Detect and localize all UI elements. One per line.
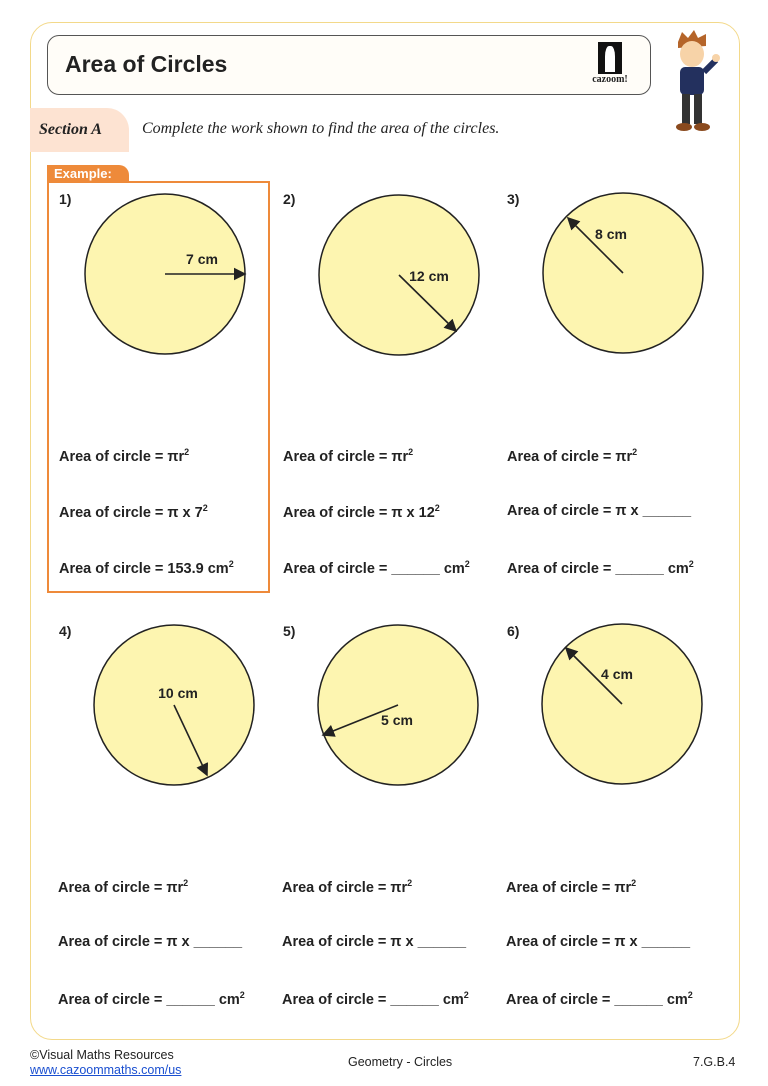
problem-number: 3): [507, 191, 520, 207]
formula-text: Area of circle = πr: [506, 879, 632, 896]
cartoon-boy-icon: [676, 30, 720, 131]
formula-text: Area of circle = ______ cm: [506, 991, 688, 1008]
radius-label: 12 cm: [409, 268, 449, 284]
exponent: 2: [464, 559, 470, 569]
exponent: 2: [183, 878, 189, 888]
exponent: 2: [687, 990, 693, 1000]
formula-text: Area of circle = πr: [507, 448, 633, 465]
exponent: 2: [688, 559, 694, 569]
formula-line: Area of circle = ______ cm2: [506, 990, 693, 1008]
formula-line: Area of circle = 153.9 cm2: [59, 559, 234, 577]
exponent: 2: [408, 447, 414, 457]
section-label: Section A: [39, 121, 102, 138]
formula-line: Area of circle = πr2: [506, 878, 636, 896]
formula-text: Area of circle = ______ cm: [507, 560, 689, 577]
problem-number: 1): [59, 191, 72, 207]
formula-text: Area of circle = πr: [282, 879, 408, 896]
formula-text: Area of circle = ______ cm: [58, 991, 240, 1008]
cazoom-logo: cazoom!: [588, 42, 632, 88]
exponent: 2: [228, 559, 234, 569]
formula-line: Area of circle = π x 72: [59, 503, 208, 521]
example-tag: Example:: [47, 165, 129, 182]
section-tab: [30, 108, 129, 152]
website-link[interactable]: www.cazoommaths.com/us: [30, 1063, 182, 1077]
exponent: 2: [184, 447, 190, 457]
problem-number: 2): [283, 191, 296, 207]
formula-text: Area of circle = π x ______: [507, 503, 692, 519]
formula-line: Area of circle = ______ cm2: [507, 559, 694, 577]
radius-label: 4 cm: [601, 666, 633, 682]
formula-line: Area of circle = πr2: [507, 447, 637, 465]
radius-label: 8 cm: [595, 226, 627, 242]
exponent: 2: [631, 878, 637, 888]
radius-label: 10 cm: [158, 685, 198, 701]
exponent: 2: [434, 503, 440, 513]
page-title: Area of Circles: [65, 51, 228, 77]
logo-cup-icon: [598, 42, 622, 74]
problem-number: 6): [507, 623, 520, 639]
formula-text: Area of circle = 153.9 cm: [59, 560, 229, 577]
formula-line: Area of circle = ______ cm2: [283, 559, 470, 577]
formula-text: Area of circle = π x 7: [59, 504, 203, 521]
problem-number: 5): [283, 623, 296, 639]
formula-line: Area of circle = ______ cm2: [282, 990, 469, 1008]
formula-line: Area of circle = ______ cm2: [58, 990, 245, 1008]
copyright: ©Visual Maths Resources: [30, 1048, 174, 1062]
radius-label: 5 cm: [381, 712, 413, 728]
formula-line: Area of circle = πr2: [58, 878, 188, 896]
instructions: Complete the work shown to find the area…: [142, 120, 500, 137]
formula-line: Area of circle = πr2: [283, 447, 413, 465]
formula-line: Area of circle = π x 122: [283, 503, 440, 521]
title-box: Area of Circles cazoom!: [47, 35, 651, 95]
formula-text: Area of circle = πr: [58, 879, 184, 896]
logo-text: cazoom!: [592, 74, 628, 85]
formula-text: Area of circle = πr: [283, 448, 409, 465]
formula-line: Area of circle = π x ______: [58, 934, 242, 950]
exponent: 2: [463, 990, 469, 1000]
radius-arrow: [173, 704, 209, 777]
exponent: 2: [239, 990, 245, 1000]
exponent: 2: [632, 447, 638, 457]
radius-label: 7 cm: [186, 251, 218, 267]
formula-text: Area of circle = ______ cm: [282, 991, 464, 1008]
formula-text: Area of circle = π x ______: [506, 934, 691, 950]
formula-line: Area of circle = π x ______: [507, 503, 691, 519]
radius-arrow: [321, 704, 399, 737]
page-frame: [30, 22, 740, 1040]
problem-number: 4): [59, 623, 72, 639]
exponent: 2: [202, 503, 208, 513]
topic: Geometry - Circles: [348, 1055, 453, 1069]
formula-text: Area of circle = π x ______: [282, 934, 467, 950]
radius-arrow: [566, 216, 624, 274]
formula-line: Area of circle = πr2: [282, 878, 412, 896]
standard-code: 7.G.B.4: [693, 1055, 736, 1069]
radius-arrow: [398, 274, 458, 333]
formula-line: Area of circle = π x ______: [282, 934, 466, 950]
radius-arrow: [564, 646, 623, 705]
formula-text: Area of circle = πr: [59, 448, 185, 465]
formula-line: Area of circle = πr2: [59, 447, 189, 465]
formula-text: Area of circle = π x 12: [283, 504, 435, 521]
example-box: [47, 181, 270, 593]
formula-text: Area of circle = ______ cm: [283, 560, 465, 577]
exponent: 2: [407, 878, 413, 888]
formula-text: Area of circle = π x ______: [58, 934, 243, 950]
formula-line: Area of circle = π x ______: [506, 934, 690, 950]
